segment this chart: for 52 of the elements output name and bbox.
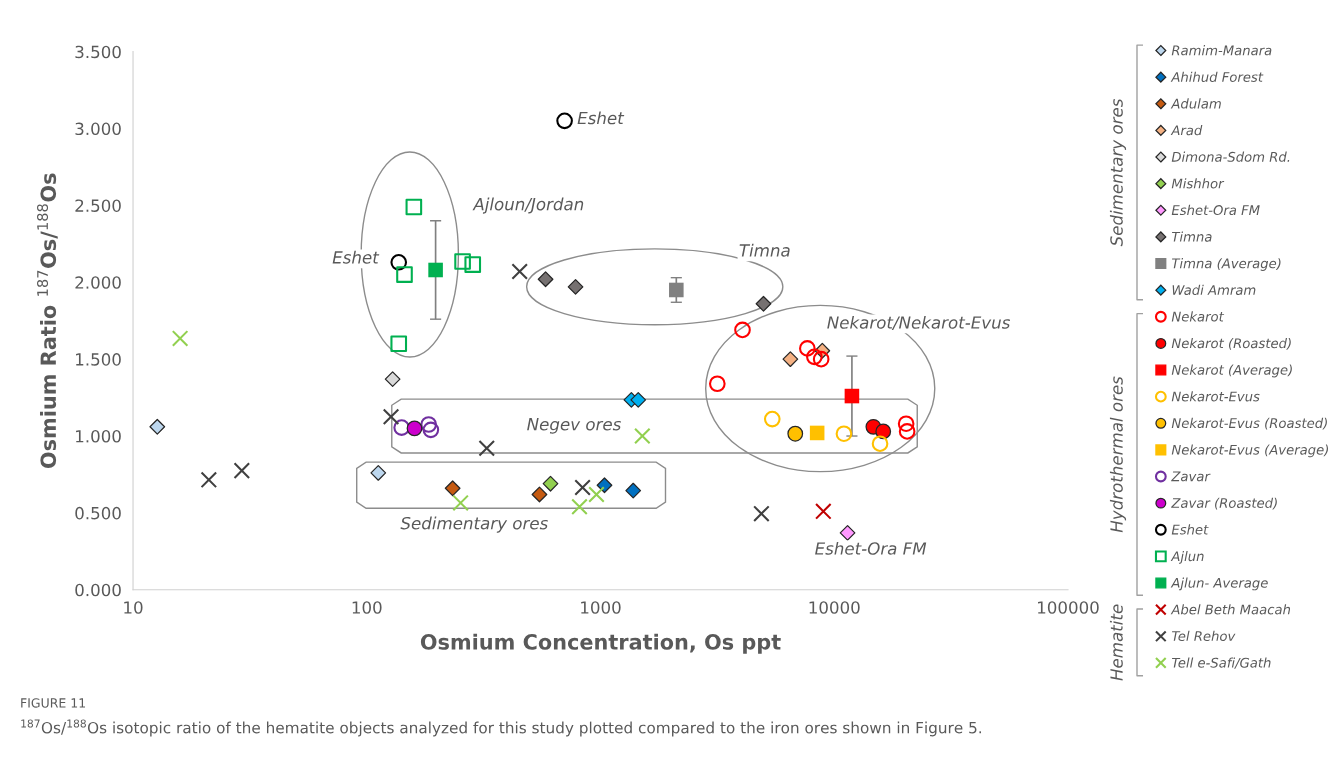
y-tick-label: 1.000 — [76, 429, 121, 443]
text: Hydrothermal ores — [1109, 376, 1127, 533]
legend-label: Eshet — [1171, 524, 1209, 535]
legend-label: Nekarot-Evus — [1171, 391, 1260, 402]
legend-label: Mishhor — [1171, 178, 1225, 189]
y-tick-label: 2.000 — [75, 276, 121, 289]
y-tick-label: 0.500 — [75, 506, 121, 520]
legend-label: Nekarot (Roasted) — [1171, 337, 1291, 350]
legend-label: Timna — [1171, 231, 1212, 242]
annotation: Eshet — [332, 250, 380, 264]
legend-label: Nekarot-Evus (Average) — [1171, 444, 1329, 458]
text: Hematite — [1109, 604, 1123, 681]
text: Sedimentary ores — [1109, 98, 1127, 247]
y-tick-label: 0.000 — [75, 583, 121, 597]
y-tick-label: 2.500 — [75, 199, 121, 212]
text: $^{187}$Os/$^{188}$Os isotopic ratio of the hematite objects analyzed for this study plotted compared to the iron ores shown in Figure 5. — [21, 719, 982, 737]
annotation: Sedimentary ores — [400, 516, 548, 533]
legend-label: Arad — [1170, 124, 1203, 136]
legend-label: Timna (Average) — [1171, 258, 1281, 271]
annotation: Eshet — [577, 111, 625, 125]
legend-label: Tell e-Safi/Gath — [1171, 657, 1271, 669]
x-tick-label: 10 — [124, 601, 143, 614]
annotation: Nekarot/Nekarot-Evus — [827, 315, 1011, 331]
x-tick-label: 10000 — [809, 601, 860, 614]
caption: FIGURE 11 — [21, 698, 86, 708]
legend-label: Adulam — [1170, 98, 1221, 109]
legend-label: Eshet-Ora FM — [1171, 204, 1260, 216]
legend-label: Wadi Amram — [1172, 284, 1256, 295]
legend-label: Nekarot-Evus (Roasted) — [1171, 417, 1327, 430]
x-axis-title: Osmium Concentration, Os ppt — [420, 633, 781, 654]
annotation: Negev ores — [527, 418, 622, 434]
x-tick-label: 100000 — [1038, 601, 1099, 614]
legend-label: Nekarot — [1171, 311, 1225, 322]
annotation: Eshet-Ora FM — [815, 541, 927, 555]
legend-label: Nekarot (Average) — [1171, 364, 1292, 378]
annotation: Ajloun/Jordan — [472, 197, 584, 214]
y-tick-label: 3.500 — [75, 45, 121, 59]
legend-label: Zavar (Roasted) — [1171, 497, 1277, 510]
legend-label: Ajlun — [1170, 550, 1204, 564]
legend-label: Ahihud Forest — [1170, 71, 1264, 82]
y-tick-label: 3.000 — [75, 122, 121, 136]
y-tick-label: 1.500 — [76, 353, 121, 366]
x-tick-label: 1000 — [581, 601, 621, 614]
legend-label: Abel Beth Maacah — [1170, 604, 1291, 615]
annotation: Timna — [739, 243, 790, 257]
y-axis-title: Osmium Ratio $^{187}$Os/$^{188}$Os — [37, 173, 58, 469]
legend-label: Zavar — [1171, 471, 1211, 482]
legend-label: Ajlun- Average — [1170, 577, 1268, 591]
x-tick-label: 100 — [352, 601, 382, 614]
legend-label: Dimona-Sdom Rd. — [1171, 151, 1290, 162]
legend-label: Ramim-Manara — [1171, 45, 1272, 56]
legend-label: Tel Rehov — [1171, 630, 1236, 642]
